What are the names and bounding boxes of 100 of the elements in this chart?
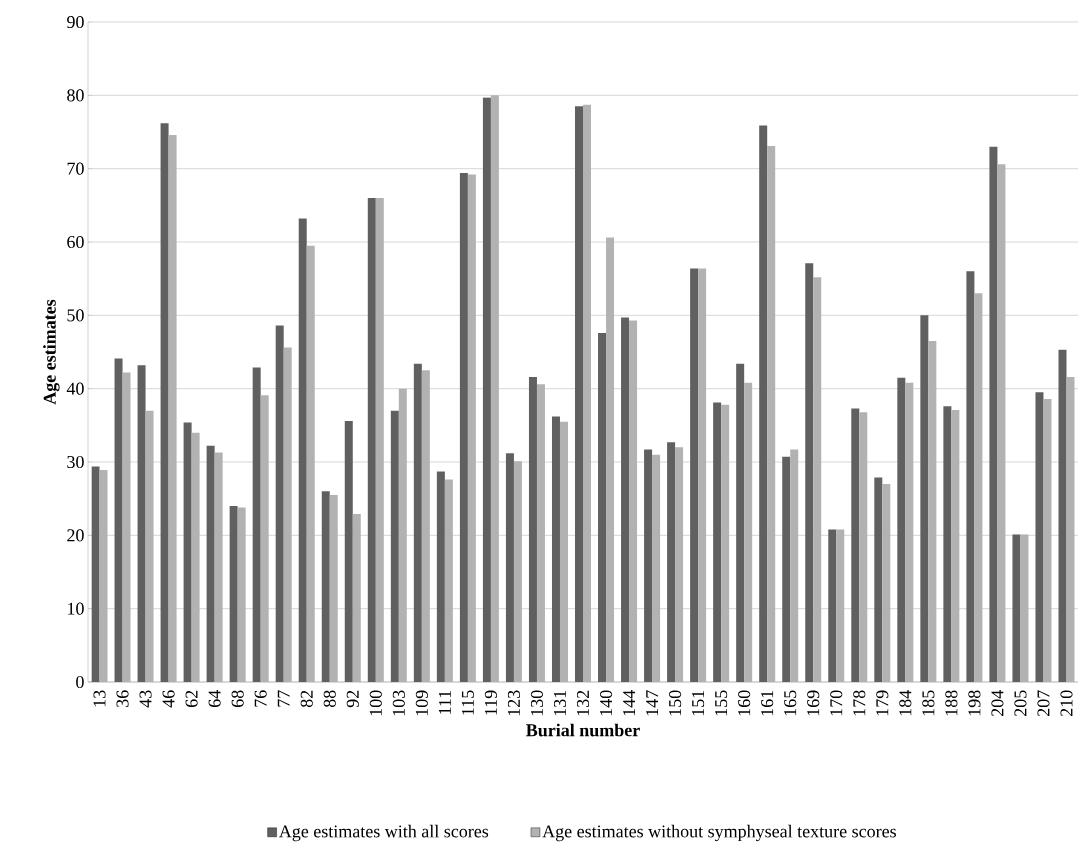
bar — [329, 495, 338, 682]
x-tick-label: 46 — [162, 690, 175, 708]
x-tick-label: 144 — [623, 690, 635, 716]
x-tick-label: 160 — [738, 690, 751, 716]
bar — [644, 449, 653, 682]
x-tick-label: 62 — [185, 690, 198, 708]
bar — [390, 410, 399, 682]
bar — [667, 442, 676, 682]
y-axis-title: Age estimates — [43, 299, 60, 405]
x-tick-label: 150 — [669, 690, 682, 716]
bar — [736, 363, 745, 682]
bar — [413, 363, 422, 682]
bar — [989, 146, 998, 682]
bar — [690, 268, 699, 682]
bar — [721, 404, 730, 682]
bar — [283, 347, 292, 682]
bar — [575, 106, 584, 682]
x-tick-label: 36 — [116, 690, 129, 707]
bar — [191, 432, 200, 682]
y-tick-label: 50 — [67, 309, 84, 322]
x-tick-label: 170 — [830, 690, 843, 716]
x-tick-label: 123 — [507, 690, 520, 716]
bar — [551, 416, 560, 682]
y-tick-label: 80 — [67, 89, 84, 102]
x-tick-label: 115 — [461, 690, 474, 715]
x-tick-label: 13 — [93, 690, 106, 707]
y-tick-label: 70 — [67, 162, 84, 175]
x-tick-label: 88 — [323, 690, 336, 708]
bar — [536, 384, 545, 682]
bar — [851, 408, 860, 682]
bar — [137, 365, 146, 682]
x-tick-label: 188 — [945, 690, 958, 716]
bar — [621, 317, 630, 682]
x-tick-label: 151 — [692, 690, 705, 716]
bar — [629, 320, 638, 682]
bar — [367, 198, 376, 682]
x-tick-label: 77 — [277, 690, 290, 707]
x-tick-label: 184 — [899, 690, 912, 716]
x-axis-title: Burial number — [526, 723, 640, 737]
x-tick-label: 103 — [392, 690, 405, 716]
bar — [352, 514, 361, 682]
bar — [321, 491, 330, 682]
x-tick-label: 130 — [530, 690, 544, 716]
x-tick-label: 198 — [968, 690, 981, 716]
bar — [306, 245, 315, 682]
x-tick-label: 43 — [139, 690, 152, 708]
bar — [122, 372, 131, 682]
bar — [1012, 534, 1021, 682]
x-tick-label: 64 — [208, 690, 221, 708]
bar — [828, 529, 837, 682]
bar — [482, 97, 491, 682]
x-tick-label: 165 — [784, 690, 797, 716]
bar — [675, 447, 684, 682]
bar — [444, 479, 453, 682]
bar — [160, 123, 169, 682]
x-tick-label: 76 — [254, 690, 267, 707]
bar — [767, 145, 776, 682]
bar — [344, 420, 353, 682]
bar — [920, 315, 929, 682]
bar — [1035, 392, 1044, 682]
bar — [183, 422, 192, 682]
y-tick-label: 40 — [66, 382, 84, 395]
bar — [951, 409, 960, 682]
bar — [1066, 376, 1075, 682]
bar — [836, 529, 845, 682]
bar — [897, 377, 906, 682]
bar — [467, 174, 476, 682]
x-tick-label: 155 — [715, 690, 728, 716]
bar — [252, 367, 261, 682]
x-tick-label: 131 — [553, 690, 567, 716]
bar — [874, 477, 883, 682]
legend-label: Age estimates with all scores — [278, 824, 489, 842]
bar — [229, 506, 238, 682]
bar — [206, 445, 215, 682]
x-tick-label: 210 — [1060, 690, 1073, 717]
bar — [759, 125, 768, 682]
bar — [813, 277, 822, 682]
bar — [744, 382, 753, 682]
x-tick-label: 205 — [1014, 690, 1027, 717]
bar — [513, 461, 522, 682]
bar — [214, 452, 223, 682]
x-tick-label: 92 — [346, 690, 359, 708]
x-tick-label: 185 — [922, 690, 935, 716]
bar — [375, 198, 384, 682]
bar — [698, 268, 707, 682]
x-tick-label: 109 — [415, 690, 428, 716]
x-tick-label: 100 — [369, 690, 382, 716]
bar — [275, 325, 284, 682]
x-tick-label: 68 — [231, 690, 244, 708]
bar — [1058, 349, 1067, 682]
x-tick-label: 140 — [599, 690, 613, 716]
bar — [1043, 398, 1052, 682]
y-tick-label: 20 — [67, 529, 84, 542]
bar — [145, 410, 154, 682]
bar — [298, 218, 307, 682]
x-tick-label: 82 — [300, 690, 313, 708]
bar — [528, 376, 537, 682]
bar — [490, 95, 499, 682]
bar — [99, 470, 108, 682]
bar — [859, 412, 868, 682]
